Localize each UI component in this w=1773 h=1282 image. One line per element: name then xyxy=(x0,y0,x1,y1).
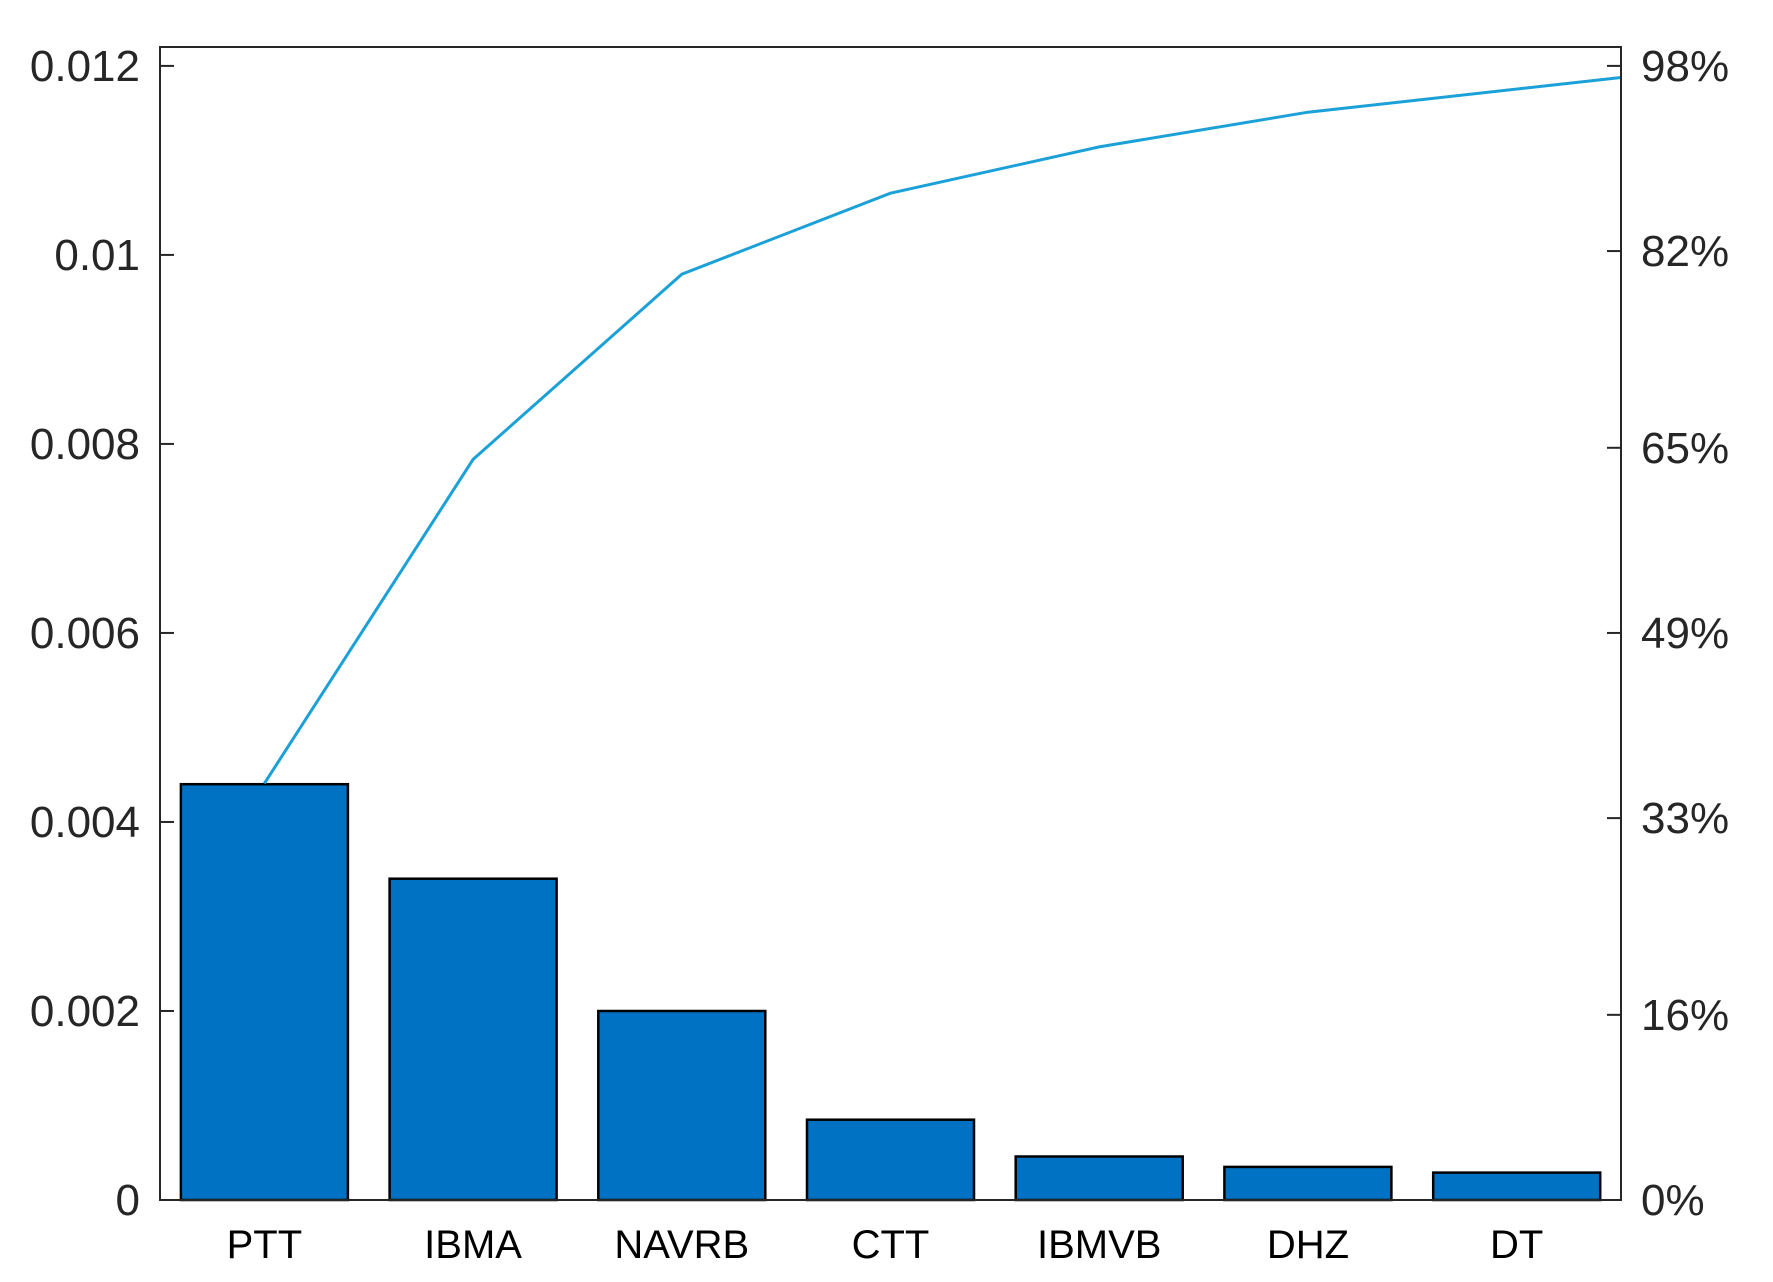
right-tick-label: 98% xyxy=(1641,42,1729,91)
left-tick-label: 0.012 xyxy=(30,42,140,91)
left-tick-label: 0.008 xyxy=(30,420,140,469)
x-label-ibmvb: IBMVB xyxy=(1037,1223,1161,1267)
bar-dt xyxy=(1431,1171,1602,1202)
bar-ibma xyxy=(388,877,558,1202)
x-category-labels: PTT IBMA NAVRB CTT IBMVB DHZ DT xyxy=(227,1223,1544,1267)
bar-ibmvb xyxy=(1014,1155,1184,1202)
right-tick-label: 82% xyxy=(1641,227,1729,276)
axes-group xyxy=(159,46,1622,1201)
x-label-ptt: PTT xyxy=(227,1223,303,1267)
right-tick-label: 0% xyxy=(1641,1176,1705,1225)
left-tick-label: 0.004 xyxy=(30,798,140,847)
left-y-ticks: 0 0.002 0.004 0.006 0.008 0.01 0.012 xyxy=(30,42,174,1225)
plot-frame xyxy=(159,46,1622,1201)
left-tick-label: 0 xyxy=(116,1176,140,1225)
x-label-ctt: CTT xyxy=(852,1223,930,1267)
bar-ptt xyxy=(179,782,350,1202)
left-tick-label: 0.01 xyxy=(54,231,140,280)
right-tick-label: 16% xyxy=(1641,991,1729,1040)
right-tick-label: 65% xyxy=(1641,424,1729,473)
right-tick-label: 33% xyxy=(1641,794,1729,843)
bars-group xyxy=(179,782,1602,1202)
bar-ctt xyxy=(805,1118,976,1202)
cumulative-percent-line xyxy=(263,76,1622,785)
left-tick-label: 0.006 xyxy=(30,609,140,658)
x-label-dt: DT xyxy=(1490,1223,1543,1267)
x-label-navrb: NAVRB xyxy=(614,1223,749,1267)
bar-dhz xyxy=(1223,1165,1393,1202)
right-tick-label: 49% xyxy=(1641,609,1729,658)
right-y-ticks: 0% 16% 33% 49% 65% 82% 98% xyxy=(1607,42,1729,1225)
left-tick-label: 0.002 xyxy=(30,987,140,1036)
x-label-dhz: DHZ xyxy=(1267,1223,1349,1267)
x-label-ibma: IBMA xyxy=(424,1223,522,1267)
cumulative-line-group xyxy=(263,76,1622,785)
bar-navrb xyxy=(597,1009,767,1202)
